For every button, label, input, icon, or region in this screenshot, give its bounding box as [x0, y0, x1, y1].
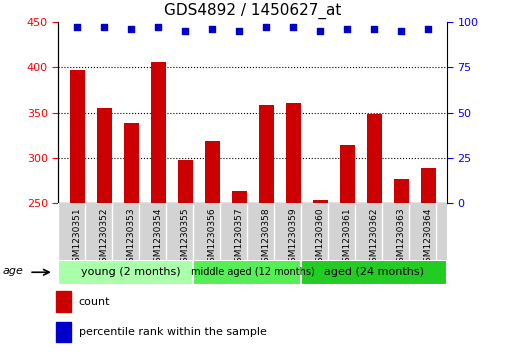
- Text: GSM1230360: GSM1230360: [315, 208, 325, 268]
- Text: GSM1230353: GSM1230353: [127, 208, 136, 268]
- Text: GSM1230357: GSM1230357: [235, 208, 244, 268]
- Text: count: count: [79, 297, 110, 307]
- Bar: [340, 145, 355, 203]
- Text: GSM1230362: GSM1230362: [370, 208, 378, 268]
- Text: middle aged (12 months): middle aged (12 months): [191, 267, 314, 277]
- Point: [127, 26, 135, 32]
- Point: [289, 24, 297, 30]
- Bar: [301, 260, 447, 285]
- Point: [181, 28, 189, 34]
- Text: age: age: [3, 266, 24, 276]
- Bar: [56, 291, 71, 313]
- Point: [397, 28, 405, 34]
- Text: GSM1230354: GSM1230354: [154, 208, 163, 268]
- Point: [208, 26, 216, 32]
- Text: GSM1230361: GSM1230361: [343, 208, 352, 268]
- Bar: [97, 108, 112, 203]
- Bar: [151, 62, 166, 203]
- Point: [100, 24, 108, 30]
- Point: [343, 26, 351, 32]
- Bar: [286, 103, 301, 203]
- Bar: [259, 105, 274, 203]
- Bar: [124, 123, 139, 203]
- Point: [370, 26, 378, 32]
- Point: [154, 24, 163, 30]
- Text: GSM1230351: GSM1230351: [73, 208, 82, 268]
- Bar: [394, 179, 408, 203]
- Point: [262, 24, 270, 30]
- Text: GSM1230358: GSM1230358: [262, 208, 271, 268]
- Bar: [58, 260, 204, 285]
- Text: GSM1230356: GSM1230356: [208, 208, 217, 268]
- Bar: [232, 192, 247, 203]
- Text: GSM1230352: GSM1230352: [100, 208, 109, 268]
- Bar: [70, 70, 85, 203]
- Bar: [313, 200, 328, 203]
- Text: GSM1230355: GSM1230355: [181, 208, 190, 268]
- Text: GSM1230363: GSM1230363: [397, 208, 406, 268]
- Title: GDS4892 / 1450627_at: GDS4892 / 1450627_at: [164, 3, 341, 19]
- Bar: [178, 160, 193, 203]
- Text: GSM1230364: GSM1230364: [424, 208, 433, 268]
- Text: aged (24 months): aged (24 months): [324, 267, 424, 277]
- Text: young (2 months): young (2 months): [81, 267, 181, 277]
- Bar: [205, 141, 219, 203]
- Text: GSM1230359: GSM1230359: [289, 208, 298, 268]
- Bar: [194, 260, 312, 285]
- Bar: [421, 168, 435, 203]
- Text: percentile rank within the sample: percentile rank within the sample: [79, 327, 266, 337]
- Point: [73, 24, 81, 30]
- Point: [316, 28, 324, 34]
- Bar: [367, 114, 382, 203]
- Bar: [56, 322, 71, 342]
- Point: [424, 26, 432, 32]
- Point: [235, 28, 243, 34]
